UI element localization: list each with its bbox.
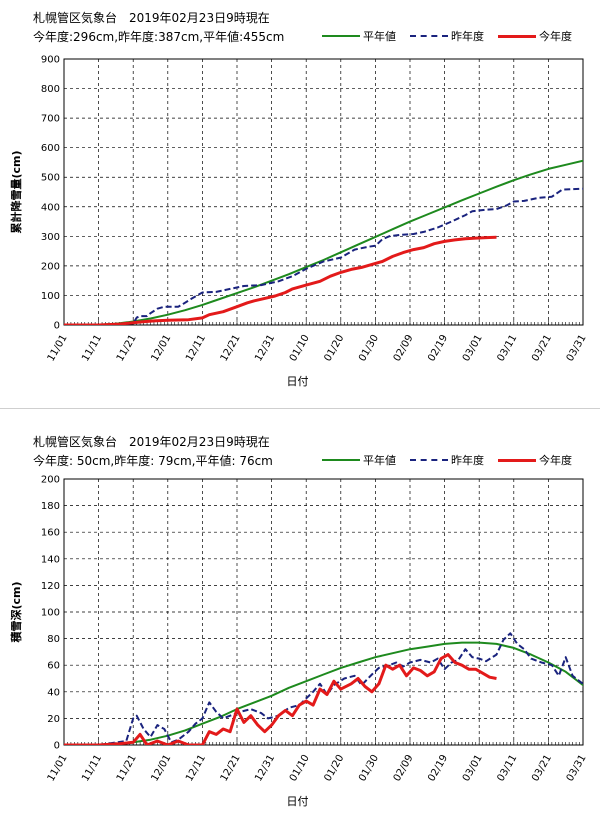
x-tick-label: 12/11: [184, 753, 208, 783]
panel-divider: [0, 408, 600, 409]
legend-label: 昨年度: [451, 30, 484, 43]
y-tick-label: 140: [41, 554, 60, 565]
x-tick-label: 01/10: [288, 753, 312, 783]
x-tick-label: 01/20: [322, 333, 346, 363]
x-tick-label: 02/19: [426, 753, 450, 783]
plot-area: 0 100 200 300 400 500 600 700 800 900 11/01 11/11 11…: [9, 55, 589, 389]
x-tick-label: 12/31: [253, 333, 277, 363]
legend-swatch: [498, 458, 536, 462]
y-tick-label: 180: [41, 501, 60, 512]
x-tick-label: 03/31: [565, 333, 589, 363]
legend-item-this-year: 今年度: [498, 28, 572, 44]
legend-label: 平年値: [363, 30, 396, 43]
x-tick-label: 03/11: [495, 333, 519, 363]
legend-label: 今年度: [539, 454, 572, 467]
x-tick-label: 02/09: [392, 333, 416, 363]
x-tick-label: 01/30: [357, 753, 381, 783]
x-tick-label: 01/30: [357, 333, 381, 363]
x-tick-label: 02/09: [392, 753, 416, 783]
y-axis-label: 累計降雪量(cm): [9, 150, 23, 233]
y-tick-label: 0: [54, 321, 60, 332]
legend-label: 平年値: [363, 454, 396, 467]
y-tick-label: 200: [41, 261, 60, 272]
x-tick-label: 12/21: [219, 333, 243, 363]
x-tick-label: 11/21: [115, 753, 139, 783]
y-tick-label: 80: [47, 634, 60, 645]
legend-item-last-year: 昨年度: [410, 452, 484, 468]
x-tick-label: 03/21: [530, 333, 554, 363]
legend-item-this-year: 今年度: [498, 452, 572, 468]
x-tick-label: 03/21: [530, 753, 554, 783]
chart-summary: 今年度:296cm,昨年度:387cm,平年値:455cm: [33, 30, 285, 44]
plot-frame: [63, 58, 584, 326]
legend-swatch: [498, 34, 536, 38]
x-tick-label: 11/11: [80, 753, 104, 783]
y-tick-label: 300: [41, 232, 60, 243]
x-tick-label: 01/20: [322, 753, 346, 783]
y-tick-label: 600: [41, 143, 60, 154]
x-tick-label: 12/01: [149, 753, 173, 783]
y-tick-label: 0: [54, 741, 60, 752]
y-tick-label: 40: [47, 687, 60, 698]
series-line-this-year: [64, 653, 497, 745]
x-tick-label: 12/11: [184, 333, 208, 363]
chart-title: 札幌管区気象台 2019年02月23日9時現在: [33, 435, 270, 449]
x-axis-label: 日付: [287, 795, 309, 808]
legend-swatch: [410, 35, 448, 37]
legend-swatch: [322, 35, 360, 37]
x-tick-label: 11/01: [46, 333, 70, 363]
y-tick-label: 100: [41, 291, 60, 302]
x-tick-label: 11/01: [46, 753, 70, 783]
x-tick-label: 12/31: [253, 753, 277, 783]
x-tick-label: 11/21: [115, 333, 139, 363]
y-tick-label: 800: [41, 84, 60, 95]
y-tick-label: 200: [41, 475, 60, 486]
x-tick-label: 03/01: [461, 333, 485, 363]
y-axis-label: 積雪深(cm): [9, 581, 23, 643]
chart-title: 札幌管区気象台 2019年02月23日9時現在: [33, 11, 270, 25]
x-tick-label: 03/31: [565, 753, 589, 783]
y-tick-label: 700: [41, 114, 60, 125]
x-tick-label: 12/21: [219, 753, 243, 783]
x-tick-label: 03/11: [495, 753, 519, 783]
legend-item-normal: 平年値: [322, 28, 396, 44]
x-tick-label: 02/19: [426, 333, 450, 363]
legend-swatch: [322, 459, 360, 461]
series-line-last-year: [64, 632, 583, 745]
y-tick-label: 20: [47, 714, 60, 725]
legend-label: 今年度: [539, 30, 572, 43]
legend-label: 昨年度: [451, 454, 484, 467]
x-axis-label: 日付: [287, 375, 309, 388]
y-tick-label: 120: [41, 581, 60, 592]
series-line-normal: [64, 159, 583, 325]
x-tick-label: 01/10: [288, 333, 312, 363]
legend-item-normal: 平年値: [322, 452, 396, 468]
x-tick-label: 03/01: [461, 753, 485, 783]
y-tick-label: 100: [41, 608, 60, 619]
y-tick-label: 500: [41, 173, 60, 184]
x-tick-label: 12/01: [149, 333, 173, 363]
series-line-last-year: [64, 187, 583, 325]
chart-panel-snow-depth: 札幌管区気象台 2019年02月23日9時現在 今年度: 50cm,昨年度: 7…: [0, 424, 600, 816]
legend-swatch: [410, 459, 448, 461]
x-tick-label: 11/11: [80, 333, 104, 363]
chart-panel-cumulative-snowfall: 札幌管区気象台 2019年02月23日9時現在 今年度:296cm,昨年度:38…: [0, 0, 600, 400]
y-tick-label: 60: [47, 661, 60, 672]
y-tick-label: 160: [41, 528, 60, 539]
series-line-this-year: [64, 235, 497, 325]
plot-area: 0 20 40 60 80 100 120 140 160 180 200 11/01 11/11 11/…: [9, 475, 589, 809]
legend-item-last-year: 昨年度: [410, 28, 484, 44]
y-tick-label: 900: [41, 55, 60, 66]
chart-summary: 今年度: 50cm,昨年度: 79cm,平年値: 76cm: [33, 454, 273, 468]
y-tick-label: 400: [41, 202, 60, 213]
